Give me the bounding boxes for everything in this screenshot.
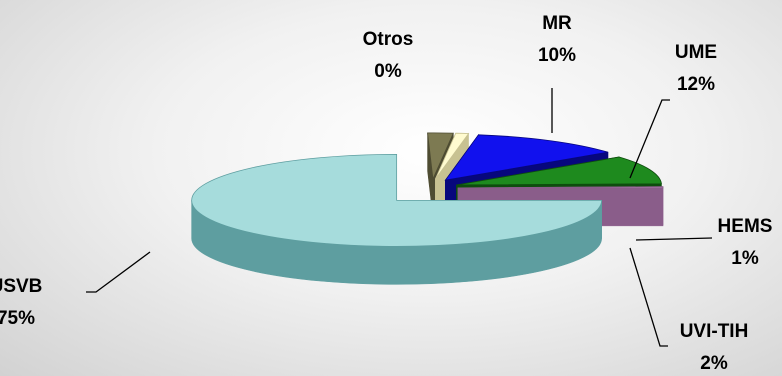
slice-top (427, 132, 454, 181)
slice-usvb (191, 153, 603, 285)
slice-label-otros: Otros (363, 29, 414, 50)
slice-label-mr: MR (542, 13, 572, 34)
leader-line-ume (629, 99, 670, 179)
slice-top (191, 153, 603, 247)
slice-labels: USVB 75% Otros 0% MR 10% UME 12% HEMS 1% UVI-TIH 2% (0, 13, 772, 374)
leader-line-hems (635, 237, 713, 241)
pie-slices (191, 132, 664, 285)
slice-label-ume: UME (675, 42, 717, 63)
leader-line-usvb (86, 251, 151, 293)
slice-label-hems: HEMS (718, 216, 773, 237)
slice-top (457, 186, 664, 189)
slice-percent-otros: 0% (374, 61, 402, 82)
slice-percent-uvi-tih: 2% (700, 353, 728, 374)
slice-percent-mr: 10% (538, 45, 576, 66)
slice-percent-hems: 1% (731, 248, 759, 269)
slice-percent-ume: 12% (677, 74, 715, 95)
slice-percent-usvb: 75% (0, 308, 35, 329)
leader-lines (86, 88, 713, 347)
leader-line-uvi-tih (629, 247, 668, 347)
slice-top (435, 132, 470, 180)
slice-top (456, 156, 662, 186)
slice-label-uvi-tih: UVI-TIH (680, 321, 749, 342)
slice-label-usvb: USVB (0, 276, 42, 297)
slice-top (444, 134, 609, 181)
